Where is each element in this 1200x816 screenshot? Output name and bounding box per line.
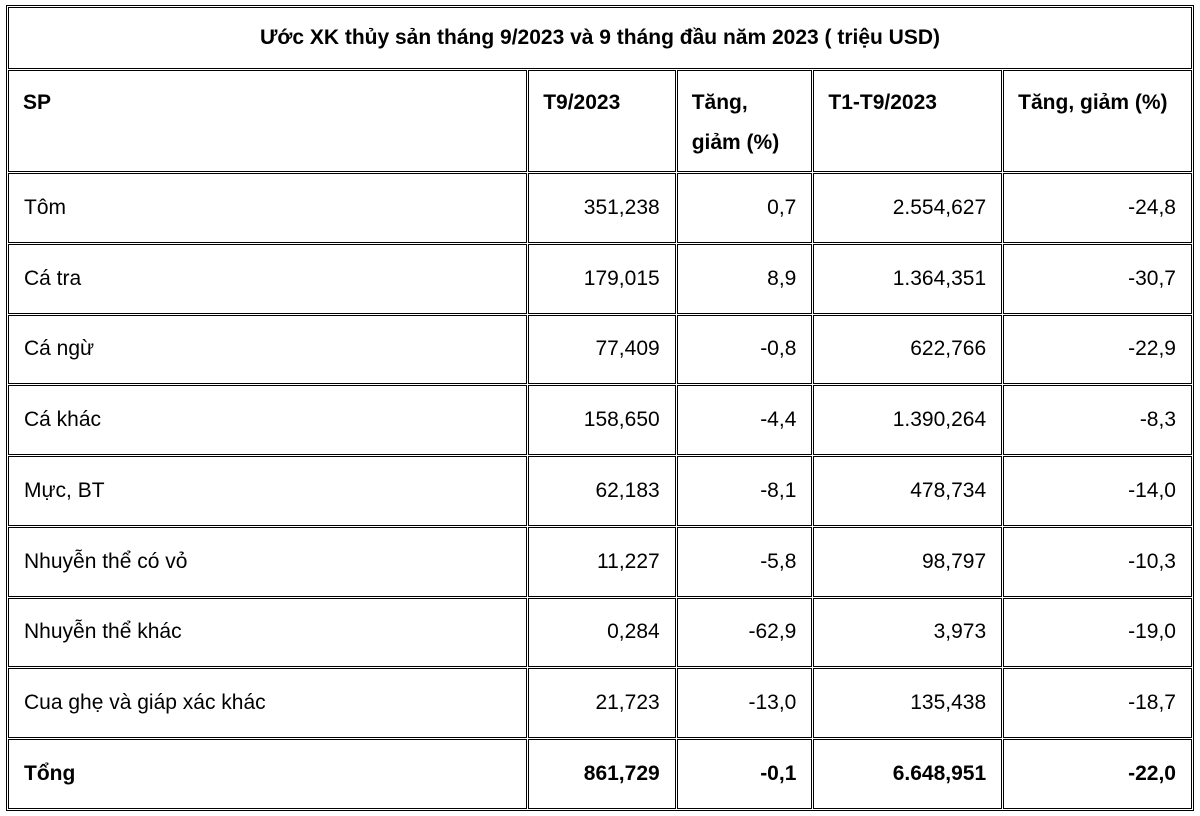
table-header-row: SP T9/2023 Tăng, giảm (%) T1-T9/2023 Tăn… — [8, 70, 1192, 172]
product-name: Tôm — [8, 173, 528, 243]
value-t9: 158,650 — [528, 385, 676, 456]
total-label: Tổng — [8, 739, 528, 809]
column-header-change-t9: Tăng, giảm (%) — [676, 70, 813, 172]
value-t1-t9: 2.554,627 — [813, 173, 1003, 243]
value-t1-t9: 1.390,264 — [813, 385, 1003, 456]
change-t9: -8,1 — [676, 456, 813, 526]
value-t9: 179,015 — [528, 243, 676, 314]
change-t9: -13,0 — [676, 668, 813, 739]
product-name: Nhuyễn thể có vỏ — [8, 526, 528, 597]
total-change-t9: -0,1 — [676, 739, 813, 809]
table-row-ca-khac: Cá khác 158,650 -4,4 1.390,264 -8,3 — [8, 385, 1192, 456]
table-row-ca-ngu: Cá ngừ 77,409 -0,8 622,766 -22,9 — [8, 314, 1192, 385]
value-t1-t9: 1.364,351 — [813, 243, 1003, 314]
table-row-nhuyen-the-khac: Nhuyễn thể khác 0,284 -62,9 3,973 -19,0 — [8, 597, 1192, 668]
product-name: Cá ngừ — [8, 314, 528, 385]
table-row-ca-tra: Cá tra 179,015 8,9 1.364,351 -30,7 — [8, 243, 1192, 314]
table-row-cua-ghe: Cua ghẹ và giáp xác khác 21,723 -13,0 13… — [8, 668, 1192, 739]
value-t1-t9: 3,973 — [813, 597, 1003, 668]
product-name: Cua ghẹ và giáp xác khác — [8, 668, 528, 739]
change-t9: 0,7 — [676, 173, 813, 243]
change-t9: -4,4 — [676, 385, 813, 456]
total-value-t1-t9: 6.648,951 — [813, 739, 1003, 809]
change-t1-t9: -22,9 — [1003, 314, 1192, 385]
value-t1-t9: 478,734 — [813, 456, 1003, 526]
table-row-tom: Tôm 351,238 0,7 2.554,627 -24,8 — [8, 173, 1192, 243]
change-t1-t9: -19,0 — [1003, 597, 1192, 668]
change-t9: 8,9 — [676, 243, 813, 314]
column-header-t9-2023: T9/2023 — [528, 70, 676, 172]
total-change-t1-t9: -22,0 — [1003, 739, 1192, 809]
table-row-muc-bt: Mực, BT 62,183 -8,1 478,734 -14,0 — [8, 456, 1192, 526]
change-t1-t9: -8,3 — [1003, 385, 1192, 456]
value-t9: 77,409 — [528, 314, 676, 385]
value-t9: 11,227 — [528, 526, 676, 597]
table-title: Ước XK thủy sản tháng 9/2023 và 9 tháng … — [8, 7, 1192, 69]
table-row-total: Tổng 861,729 -0,1 6.648,951 -22,0 — [8, 739, 1192, 809]
change-t9: -62,9 — [676, 597, 813, 668]
change-t1-t9: -10,3 — [1003, 526, 1192, 597]
column-header-change-t1-t9: Tăng, giảm (%) — [1003, 70, 1192, 172]
change-t1-t9: -18,7 — [1003, 668, 1192, 739]
value-t9: 62,183 — [528, 456, 676, 526]
change-t1-t9: -30,7 — [1003, 243, 1192, 314]
product-name: Cá khác — [8, 385, 528, 456]
value-t9: 0,284 — [528, 597, 676, 668]
value-t1-t9: 135,438 — [813, 668, 1003, 739]
table-row-nhuyen-the-co-vo: Nhuyễn thể có vỏ 11,227 -5,8 98,797 -10,… — [8, 526, 1192, 597]
table-title-row: Ước XK thủy sản tháng 9/2023 và 9 tháng … — [8, 7, 1192, 69]
seafood-export-table: Ước XK thủy sản tháng 9/2023 và 9 tháng … — [6, 5, 1194, 811]
column-header-t1-t9-2023: T1-T9/2023 — [813, 70, 1003, 172]
product-name: Cá tra — [8, 243, 528, 314]
product-name: Nhuyễn thể khác — [8, 597, 528, 668]
change-t1-t9: -24,8 — [1003, 173, 1192, 243]
change-t9: -0,8 — [676, 314, 813, 385]
value-t1-t9: 98,797 — [813, 526, 1003, 597]
column-header-sp: SP — [8, 70, 528, 172]
value-t9: 21,723 — [528, 668, 676, 739]
change-t9: -5,8 — [676, 526, 813, 597]
value-t1-t9: 622,766 — [813, 314, 1003, 385]
value-t9: 351,238 — [528, 173, 676, 243]
change-t1-t9: -14,0 — [1003, 456, 1192, 526]
product-name: Mực, BT — [8, 456, 528, 526]
total-value-t9: 861,729 — [528, 739, 676, 809]
